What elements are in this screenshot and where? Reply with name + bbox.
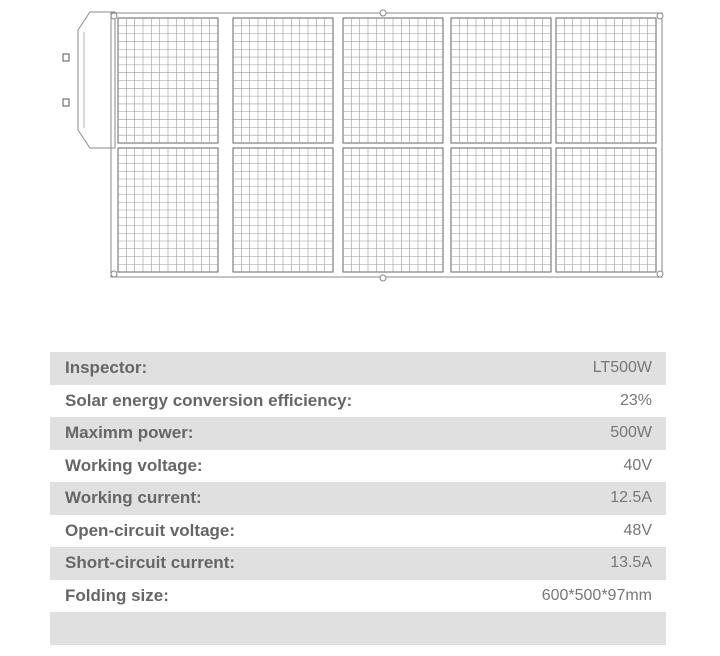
solar-cell-module: [117, 17, 219, 144]
solar-cell-module: [450, 17, 552, 144]
solar-cell-module: [555, 17, 657, 144]
spec-row: Solar energy conversion efficiency: 23%: [50, 385, 666, 418]
connector-port-2: [62, 98, 70, 107]
spec-row: Working current: 12.5A: [50, 482, 666, 515]
spec-value: 500W: [610, 424, 652, 442]
grommet: [379, 9, 387, 17]
spec-value: 600*500*97mm: [541, 586, 652, 604]
solar-cell-module: [232, 147, 334, 273]
spec-label: Short-circuit current:: [65, 553, 236, 573]
spec-label: Inspector:: [65, 358, 148, 378]
spec-label: Folding size:: [65, 585, 169, 605]
grommet: [656, 270, 664, 278]
spec-row: Open-circuit voltage: 48V: [50, 515, 666, 548]
spec-label: Solar energy conversion efficiency:: [65, 390, 353, 410]
spec-row: Short-circuit current: 13.5A: [50, 547, 666, 580]
spec-label: Working voltage:: [65, 455, 203, 475]
solar-cell-module: [342, 147, 444, 273]
spec-row: Maximm power: 500W: [50, 417, 666, 450]
grommet: [656, 12, 664, 20]
spec-label: Maximm power:: [65, 423, 194, 443]
spec-label: Open-circuit voltage:: [65, 520, 236, 540]
spec-value: 12.5A: [610, 489, 652, 507]
spec-value: 23%: [619, 391, 652, 409]
solar-cell-module: [555, 147, 657, 273]
spec-row: Inspector: LT500W: [50, 352, 666, 385]
solar-cell-module: [342, 17, 444, 144]
grommet: [110, 12, 118, 20]
grommet: [110, 270, 118, 278]
solar-cell-module: [450, 147, 552, 273]
spec-row: [50, 612, 666, 645]
spec-value: 40V: [623, 456, 652, 474]
spec-value: LT500W: [592, 359, 652, 377]
spec-label: Working current:: [65, 488, 202, 508]
spec-row: Folding size: 600*500*97mm: [50, 580, 666, 613]
spec-table: Inspector: LT500W Solar energy conversion …: [50, 352, 666, 645]
spec-row: Working voltage: 40V: [50, 450, 666, 483]
solar-panel-drawing: [62, 9, 664, 282]
connector-port-1: [62, 53, 70, 62]
solar-cells: [117, 17, 657, 273]
spec-value: 13.5A: [610, 554, 652, 572]
solar-cell-module: [117, 147, 219, 273]
spec-value: 48V: [623, 521, 652, 539]
junction-box: [77, 11, 116, 149]
grommet: [379, 274, 387, 282]
solar-cell-module: [232, 17, 334, 144]
